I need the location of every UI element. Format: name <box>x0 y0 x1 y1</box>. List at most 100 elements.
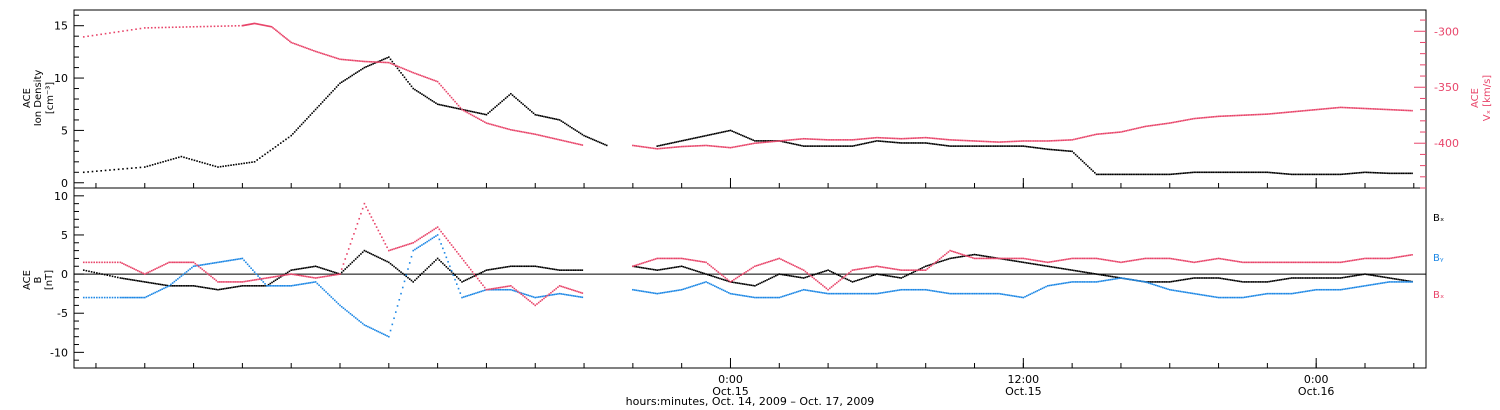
density-point <box>550 117 552 119</box>
b-point <box>1017 257 1019 260</box>
b-point <box>288 273 291 276</box>
vx-point <box>1282 111 1284 114</box>
b-point <box>1254 281 1256 283</box>
density-point <box>705 134 707 137</box>
b-point <box>829 270 831 272</box>
vx-point <box>1102 132 1105 135</box>
b-point <box>874 265 876 268</box>
b-point <box>928 266 930 269</box>
b-point <box>480 282 483 284</box>
density-point <box>856 144 859 146</box>
b-point <box>1022 257 1025 260</box>
vx-point <box>91 34 94 37</box>
b-point <box>1130 259 1133 262</box>
b-point <box>313 276 315 279</box>
vx-point <box>705 144 707 147</box>
b-point <box>832 284 835 287</box>
vx-point <box>482 120 484 122</box>
b-point <box>464 279 467 282</box>
b-point <box>581 292 584 294</box>
vx-point <box>497 125 500 128</box>
b-point <box>902 269 904 271</box>
vx-point <box>217 25 219 28</box>
density-point <box>339 82 341 85</box>
b-point <box>442 262 444 265</box>
b-point <box>106 261 109 264</box>
density-point <box>710 133 713 136</box>
b-point <box>1165 257 1168 260</box>
density-point <box>724 130 727 133</box>
b-point <box>1087 271 1089 274</box>
b-point <box>459 279 462 282</box>
vx-point <box>135 28 137 30</box>
vx-point <box>269 25 272 28</box>
vx-point <box>199 25 202 28</box>
b-point <box>173 280 176 283</box>
vx-point <box>1202 116 1204 119</box>
b-point <box>400 271 402 273</box>
b-point <box>259 278 261 280</box>
b-point <box>503 266 505 269</box>
b-point <box>152 269 155 271</box>
vx-point <box>224 25 226 27</box>
b-point <box>1022 261 1025 264</box>
b-point <box>757 296 760 299</box>
b-point <box>199 286 202 288</box>
b-point <box>978 254 981 257</box>
b-point <box>1289 261 1291 264</box>
density-point <box>548 116 550 119</box>
b-point <box>128 296 130 299</box>
b-point <box>252 279 254 282</box>
b-point <box>394 247 397 250</box>
b-point <box>1109 275 1112 278</box>
b-point <box>529 265 531 268</box>
b-point <box>206 287 209 289</box>
b-point <box>1322 288 1324 291</box>
vx-point <box>1231 114 1234 117</box>
b-point <box>963 254 965 256</box>
b-point <box>225 281 228 283</box>
b-point <box>403 280 406 283</box>
density-point <box>958 145 960 147</box>
b-point <box>492 288 495 291</box>
b-point <box>738 294 740 296</box>
vx-point <box>210 25 212 28</box>
b-point <box>635 289 638 292</box>
b-point <box>1358 274 1361 276</box>
b-point <box>827 269 829 271</box>
b-point <box>323 289 326 292</box>
density-point <box>1376 172 1378 174</box>
b-point <box>881 292 883 294</box>
b-point <box>1177 290 1180 292</box>
density-point <box>942 144 944 147</box>
b-point <box>1348 287 1351 290</box>
vx-point <box>1257 113 1260 116</box>
b-point <box>1149 282 1152 285</box>
b-point <box>1031 262 1033 265</box>
b-point <box>1146 257 1148 260</box>
b-point <box>1142 280 1145 283</box>
b-point <box>98 261 101 264</box>
density-point <box>734 131 737 134</box>
vx-point <box>954 139 957 141</box>
b-point <box>1378 275 1380 278</box>
b-point <box>136 279 139 282</box>
vx-point <box>272 27 274 29</box>
b-point <box>916 288 918 291</box>
density-point <box>959 145 962 147</box>
b-point <box>1182 259 1185 262</box>
density-point <box>520 101 523 104</box>
b-point <box>485 288 488 291</box>
density-point <box>1045 148 1047 150</box>
b-point <box>642 262 645 264</box>
b-point <box>1222 258 1225 261</box>
b-point <box>279 285 282 287</box>
density-point <box>251 161 253 163</box>
b-point <box>1278 292 1281 295</box>
b-point <box>926 264 929 267</box>
b-point <box>1399 255 1401 258</box>
density-point <box>1379 172 1382 174</box>
density-point <box>374 62 376 64</box>
b-point <box>1153 283 1155 286</box>
density-point <box>302 121 305 124</box>
